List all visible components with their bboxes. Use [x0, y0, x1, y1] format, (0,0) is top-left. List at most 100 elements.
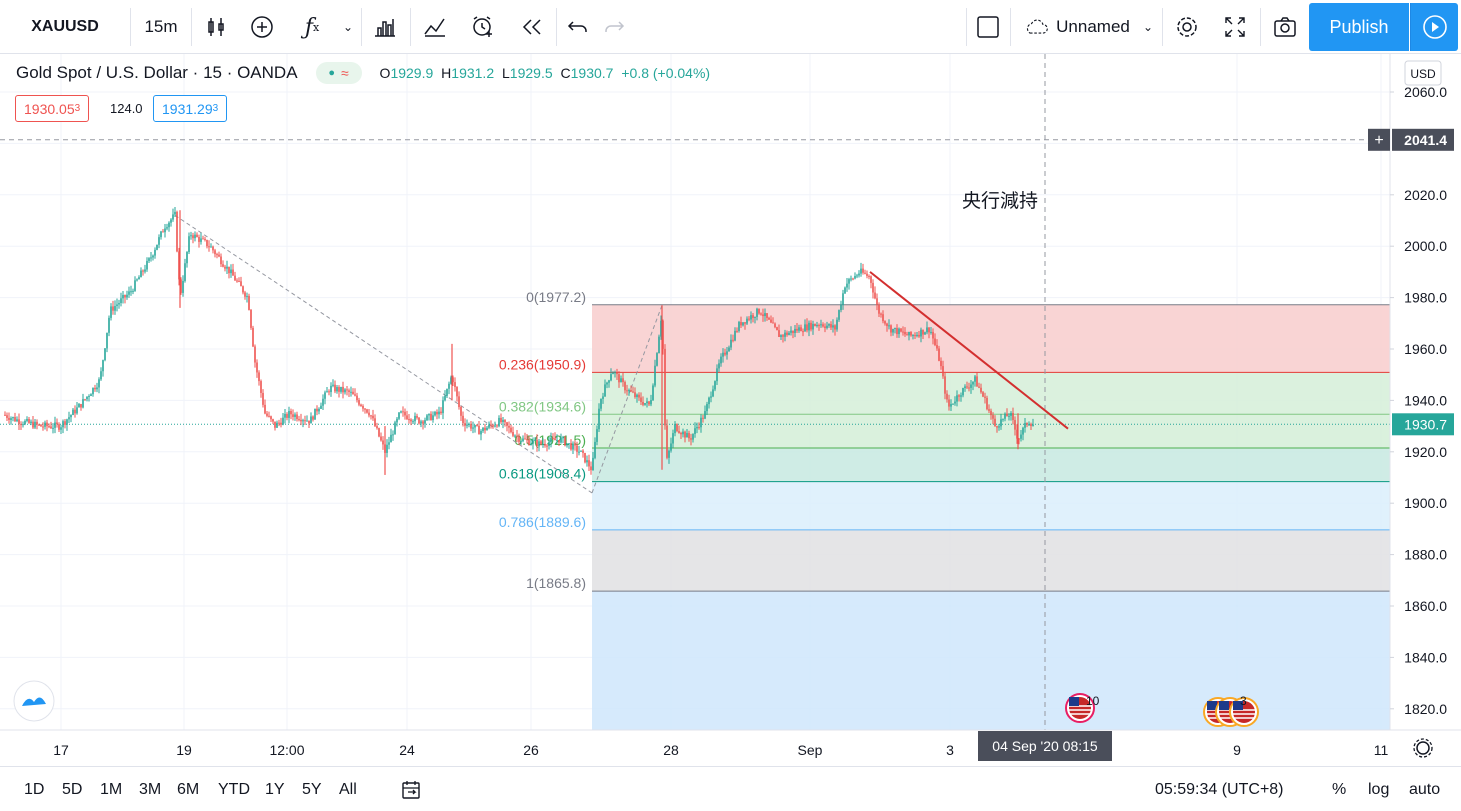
text-annotation[interactable]: 央行減持	[962, 190, 1038, 212]
replay-icon[interactable]	[510, 0, 554, 54]
gear-icon[interactable]	[1166, 0, 1208, 54]
candle-body	[672, 433, 674, 444]
price-scale[interactable]	[1390, 54, 1461, 766]
cloud-icon[interactable]	[1018, 0, 1054, 54]
layout-name[interactable]: Unnamed	[1056, 17, 1130, 36]
candle-body	[1028, 424, 1030, 426]
candle-body	[134, 280, 136, 291]
time-scale[interactable]	[0, 730, 1461, 766]
chevron-down-icon[interactable]: ⌄	[1142, 20, 1154, 34]
range-button-3m[interactable]: 3M	[139, 780, 162, 798]
series-title[interactable]: Gold Spot / U.S. Dollar · 15 · OANDA	[16, 63, 298, 82]
undo-icon[interactable]	[560, 0, 596, 54]
candle-body	[738, 322, 740, 331]
percent-scale-toggle[interactable]: %	[1332, 780, 1347, 798]
candle-body	[130, 291, 132, 293]
candle-body	[648, 401, 650, 405]
interval-selector[interactable]: 15m	[144, 17, 178, 36]
candle-body	[656, 353, 658, 366]
candle-body	[450, 377, 452, 384]
chevron-down-icon[interactable]: ⌄	[342, 20, 354, 34]
market-status-badge[interactable]: ● ≈	[315, 62, 362, 84]
candle-body	[52, 427, 54, 429]
range-button-1d[interactable]: 1D	[24, 780, 45, 798]
range-button-5y[interactable]: 5Y	[302, 780, 322, 798]
candle-body	[560, 437, 562, 443]
candle-body	[260, 381, 262, 393]
candle-body	[120, 298, 122, 304]
candle-body	[466, 424, 468, 426]
candle-body	[1016, 429, 1018, 439]
range-button-5d[interactable]: 5D	[62, 780, 83, 798]
candle-body	[996, 426, 998, 428]
candle-body	[90, 394, 92, 397]
candle-body	[894, 327, 896, 329]
scale-settings-icon[interactable]	[1416, 741, 1430, 755]
candle-body	[772, 322, 774, 324]
candle-body	[14, 417, 16, 422]
range-button-1y[interactable]: 1Y	[265, 780, 285, 798]
candle-body	[84, 399, 86, 401]
templates-icon[interactable]	[414, 0, 456, 54]
bottom-toolbar: 1D 5D 1M 3M 6M YTD 1Y 5Y All 05:59:34 (UTC+8) % …	[0, 766, 1461, 811]
last-price-text: 1930.7	[1404, 416, 1447, 432]
currency-badge[interactable]	[1404, 60, 1442, 86]
candle-body	[94, 387, 96, 390]
camera-icon[interactable]	[1264, 0, 1306, 54]
fullscreen-icon[interactable]	[1214, 0, 1256, 54]
log-scale-toggle[interactable]: log	[1368, 780, 1390, 798]
candle-body	[960, 395, 962, 397]
spread-value: 124.0	[110, 101, 143, 116]
scale-settings-icon[interactable]	[1413, 738, 1433, 758]
crosshair-price-label	[1392, 128, 1454, 151]
compare-add-icon[interactable]	[242, 0, 282, 54]
range-button-ytd[interactable]: YTD	[218, 780, 250, 798]
range-button-6m[interactable]: 6M	[177, 780, 200, 798]
candle-body	[702, 417, 704, 419]
candle-body	[426, 415, 428, 421]
event-count: 3	[1240, 694, 1247, 708]
candle-body	[528, 439, 530, 445]
goto-date-icon[interactable]	[396, 767, 426, 811]
candle-body	[252, 327, 254, 347]
publish-button[interactable]: Publish	[1309, 3, 1409, 51]
chart-type-icon[interactable]	[196, 0, 236, 54]
chart-pane[interactable]: 0(1977.2) 0.236(1950.9) 0.382(1934.6) 0.5(1…	[0, 54, 1461, 766]
candle-body	[314, 408, 316, 420]
financials-icon[interactable]	[364, 0, 406, 54]
candle-body	[424, 420, 426, 424]
candle-body	[954, 401, 956, 404]
candle-body	[144, 269, 146, 272]
buy-price-button[interactable]: 1931.29 3	[153, 95, 228, 122]
range-button-all[interactable]: All	[339, 780, 357, 798]
candle-body	[170, 219, 172, 223]
fib-anchor-line[interactable]	[591, 305, 663, 494]
candle-body	[98, 379, 100, 388]
trend-line[interactable]	[869, 271, 1069, 430]
candle-body	[664, 348, 666, 426]
play-icon[interactable]	[1410, 3, 1458, 51]
tradingview-logo[interactable]	[13, 680, 55, 722]
fib-anchor-line[interactable]	[174, 214, 593, 494]
range-button-1m[interactable]: 1M	[100, 780, 123, 798]
fullscreen-layout-icon[interactable]	[970, 0, 1006, 54]
candle-body	[618, 374, 620, 383]
candle-body	[704, 411, 706, 419]
clock-timezone[interactable]: 05:59:34 (UTC+8)	[1155, 780, 1284, 798]
candle-body	[50, 426, 52, 429]
redo-icon[interactable]	[596, 0, 632, 54]
candle-body	[500, 417, 502, 423]
crosshair-add-button[interactable]	[1368, 128, 1390, 151]
sell-price-button[interactable]: 1930.05 3	[15, 95, 90, 122]
auto-scale-toggle[interactable]: auto	[1409, 780, 1441, 798]
candle-body	[914, 335, 916, 337]
candle-body	[872, 282, 874, 293]
candle-body	[78, 404, 80, 408]
symbol-search[interactable]: XAUUSD	[31, 18, 99, 35]
candle-body	[680, 432, 682, 435]
candle-body	[896, 327, 898, 335]
candle-body	[798, 327, 800, 331]
candle-body	[300, 419, 302, 422]
alert-clock-icon[interactable]	[462, 0, 504, 54]
